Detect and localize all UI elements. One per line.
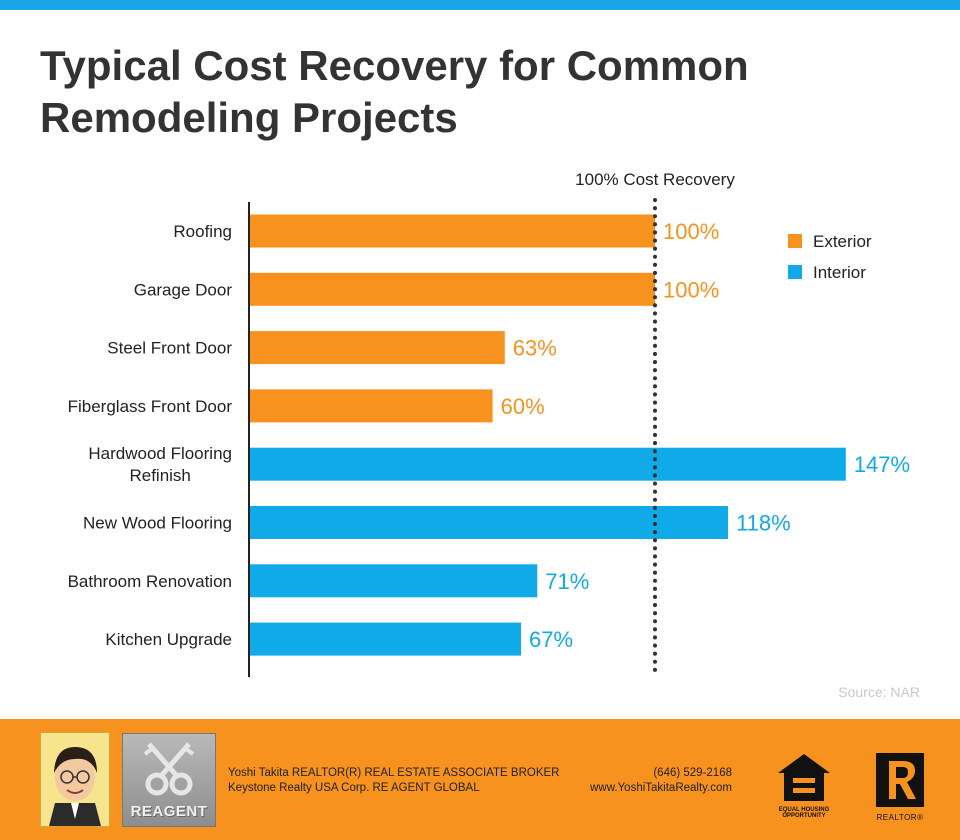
category-label: Bathroom Renovation [68, 572, 232, 591]
bar-hardwood-flooring-refinish [250, 447, 846, 481]
equal-housing-icon: EQUAL HOUSING OPPORTUNITY [773, 751, 835, 821]
bar-new-wood-flooring [250, 506, 729, 539]
category-label: Hardwood Flooring [88, 444, 232, 463]
website-link[interactable]: www.YoshiTakitaRealty.com [590, 782, 732, 794]
equal-housing-text: EQUAL HOUSING OPPORTUNITY [778, 807, 830, 819]
bar-garage-door [250, 272, 655, 306]
bar-bathroom-renovation [250, 564, 538, 598]
value-label: 67% [529, 627, 573, 652]
category-label: Fiberglass Front Door [68, 397, 233, 416]
category-label: New Wood Flooring [83, 514, 232, 533]
legend-label-interior: Interior [813, 263, 866, 282]
category-label: Steel Front Door [107, 339, 232, 358]
agent-company-line: Keystone Realty USA Corp. RE AGENT GLOBA… [228, 782, 480, 794]
page-title: Typical Cost Recovery for Common Remodel… [40, 42, 749, 141]
reagent-logo-text: REAGENT [130, 803, 208, 820]
bar-kitchen-upgrade [250, 622, 522, 656]
value-label: 63% [513, 336, 557, 361]
phone-number: (646) 529-2168 [653, 767, 732, 779]
agent-info: Yoshi Takita REALTOR(R) REAL ESTATE ASSO… [228, 766, 559, 796]
category-label: Roofing [173, 222, 232, 241]
bar-roofing [250, 214, 655, 248]
contact-info: (646) 529-2168 www.YoshiTakitaRealty.com [560, 766, 732, 796]
legend-swatch-interior [788, 265, 802, 279]
bar-fiberglass-front-door [250, 389, 493, 423]
realtor-logo-icon: REALTOR® [873, 751, 927, 823]
value-label: 147% [854, 452, 910, 477]
realtor-label: REALTOR® [876, 813, 924, 822]
category-label: Garage Door [134, 280, 233, 299]
value-label: 60% [501, 394, 545, 419]
source-note: Source: NAR [838, 684, 920, 700]
legend-swatch-exterior [788, 234, 802, 248]
reference-line-label: 100% Cost Recovery [575, 170, 735, 189]
top-accent-bar [0, 0, 960, 10]
bar-chart: 100% Roofing 100% Garage Door 63% Steel Front… [68, 170, 910, 678]
bar-steel-front-door [250, 331, 505, 365]
legend-label-exterior: Exterior [813, 232, 872, 251]
category-label: Refinish [129, 466, 190, 485]
footer-banner: REAGENT Yoshi Takita REALTOR(R) REAL EST… [0, 719, 960, 840]
value-label: 100% [663, 277, 719, 302]
category-label: Kitchen Upgrade [105, 630, 232, 649]
value-label: 100% [663, 219, 719, 244]
value-label: 71% [545, 569, 589, 594]
value-label: 118% [736, 511, 791, 536]
agent-photo [40, 732, 110, 827]
agent-name-line: Yoshi Takita REALTOR(R) REAL ESTATE ASSO… [228, 767, 560, 779]
reagent-logo: REAGENT [122, 733, 216, 827]
